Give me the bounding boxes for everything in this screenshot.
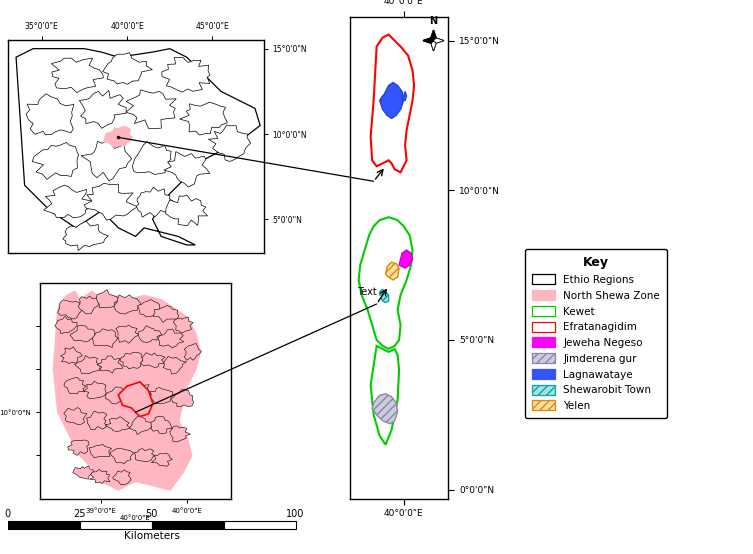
Polygon shape — [423, 30, 444, 51]
Polygon shape — [79, 90, 127, 129]
Polygon shape — [386, 262, 399, 280]
Polygon shape — [163, 356, 187, 374]
Polygon shape — [402, 91, 407, 100]
Polygon shape — [173, 317, 193, 333]
Polygon shape — [399, 250, 413, 268]
Bar — [224, 521, 296, 529]
Polygon shape — [370, 34, 414, 172]
Polygon shape — [64, 377, 86, 394]
Text: N: N — [429, 17, 437, 27]
Polygon shape — [153, 305, 178, 322]
Polygon shape — [110, 448, 133, 464]
Bar — [151, 521, 224, 529]
Polygon shape — [431, 40, 436, 51]
Polygon shape — [130, 416, 152, 434]
Polygon shape — [133, 142, 172, 175]
Polygon shape — [169, 426, 191, 442]
Polygon shape — [44, 185, 93, 218]
Polygon shape — [138, 300, 160, 317]
Polygon shape — [134, 449, 154, 461]
Polygon shape — [380, 289, 384, 295]
Polygon shape — [431, 30, 436, 40]
Text: 0: 0 — [5, 509, 11, 519]
Polygon shape — [26, 94, 74, 135]
Legend: Ethio Regions, North Shewa Zone, Kewet, Efratanagidim, Jeweha Negeso, Jimderena : Ethio Regions, North Shewa Zone, Kewet, … — [525, 249, 667, 418]
Polygon shape — [51, 58, 103, 93]
Polygon shape — [84, 381, 106, 399]
Polygon shape — [209, 125, 251, 161]
Polygon shape — [96, 290, 119, 308]
Polygon shape — [151, 453, 172, 466]
Polygon shape — [358, 217, 413, 349]
Polygon shape — [57, 300, 83, 319]
Polygon shape — [78, 296, 99, 314]
Polygon shape — [16, 49, 260, 245]
Polygon shape — [162, 57, 210, 92]
Polygon shape — [70, 326, 95, 342]
Polygon shape — [130, 384, 151, 399]
Polygon shape — [97, 356, 123, 373]
Polygon shape — [105, 126, 132, 147]
Polygon shape — [61, 347, 82, 363]
Polygon shape — [164, 152, 210, 187]
Polygon shape — [172, 389, 194, 407]
Polygon shape — [180, 102, 227, 135]
Text: 25: 25 — [73, 509, 86, 519]
Polygon shape — [53, 291, 200, 490]
Polygon shape — [381, 292, 389, 302]
Polygon shape — [140, 353, 165, 367]
Polygon shape — [118, 382, 153, 417]
Polygon shape — [84, 183, 138, 220]
Polygon shape — [120, 352, 144, 369]
Polygon shape — [126, 90, 176, 129]
Polygon shape — [105, 387, 131, 404]
Polygon shape — [372, 394, 398, 424]
Polygon shape — [55, 316, 77, 334]
Polygon shape — [150, 387, 172, 404]
Bar — [80, 521, 151, 529]
Bar — [8, 521, 80, 529]
Polygon shape — [102, 53, 152, 84]
Polygon shape — [105, 417, 130, 432]
Polygon shape — [184, 343, 202, 360]
Text: Text: Text — [357, 287, 377, 297]
Polygon shape — [370, 346, 399, 445]
Polygon shape — [113, 470, 131, 485]
Polygon shape — [114, 295, 141, 314]
Polygon shape — [64, 408, 87, 424]
Polygon shape — [75, 356, 100, 373]
Polygon shape — [81, 141, 132, 181]
Polygon shape — [89, 444, 111, 458]
Polygon shape — [380, 83, 404, 119]
Polygon shape — [62, 221, 108, 250]
Polygon shape — [434, 38, 444, 43]
Polygon shape — [116, 325, 139, 343]
Polygon shape — [87, 411, 107, 430]
Polygon shape — [423, 38, 434, 43]
Polygon shape — [73, 466, 93, 479]
Polygon shape — [166, 196, 208, 225]
Polygon shape — [93, 329, 117, 347]
Text: 50: 50 — [145, 509, 158, 519]
Polygon shape — [90, 469, 110, 484]
Polygon shape — [32, 142, 78, 179]
X-axis label: 40°0'0"E: 40°0'0"E — [120, 515, 151, 521]
Polygon shape — [136, 187, 175, 217]
Text: 100: 100 — [286, 509, 305, 519]
Polygon shape — [158, 329, 184, 348]
Polygon shape — [139, 326, 162, 342]
Polygon shape — [68, 440, 89, 455]
Text: Kilometers: Kilometers — [123, 531, 179, 541]
Polygon shape — [151, 417, 172, 433]
